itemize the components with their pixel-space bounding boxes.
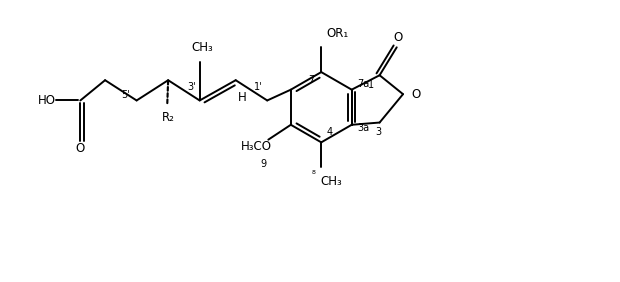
Text: 9: 9 bbox=[261, 158, 267, 169]
Text: 1: 1 bbox=[368, 80, 374, 90]
Text: 7a: 7a bbox=[357, 79, 370, 89]
Text: CH₃: CH₃ bbox=[191, 41, 213, 54]
Text: O: O bbox=[393, 31, 402, 44]
Text: HO: HO bbox=[38, 94, 56, 107]
Text: H: H bbox=[238, 91, 247, 104]
Text: O: O bbox=[76, 142, 85, 155]
Text: 4: 4 bbox=[326, 127, 332, 137]
Text: 5': 5' bbox=[121, 90, 130, 100]
Text: 3a: 3a bbox=[357, 124, 369, 133]
Text: 3: 3 bbox=[376, 127, 382, 137]
Text: 3': 3' bbox=[188, 82, 197, 92]
Text: O: O bbox=[411, 88, 420, 101]
Text: CH₃: CH₃ bbox=[321, 175, 342, 188]
Text: 1': 1' bbox=[254, 82, 262, 92]
Text: H₃CO: H₃CO bbox=[241, 140, 272, 153]
Text: 7: 7 bbox=[308, 75, 314, 85]
Text: R₂: R₂ bbox=[162, 111, 175, 124]
Text: OR₁: OR₁ bbox=[326, 27, 348, 40]
Text: ⁸: ⁸ bbox=[311, 170, 315, 180]
